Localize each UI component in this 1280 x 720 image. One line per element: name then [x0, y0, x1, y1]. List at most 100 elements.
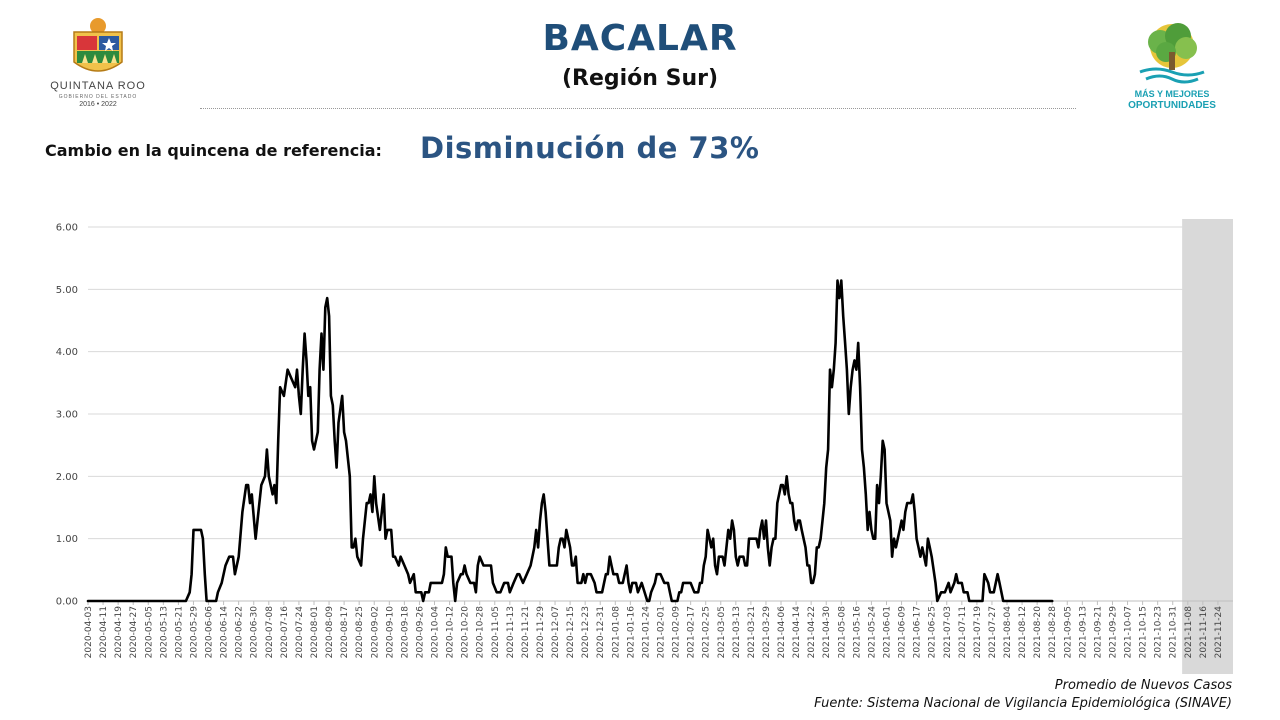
- state-years: 2016 • 2022: [79, 101, 117, 108]
- x-tick-label: 2020-11-05: [491, 606, 501, 658]
- x-tick-label: 2021-08-28: [1048, 606, 1058, 659]
- x-tick-label: 2021-08-20: [1033, 606, 1043, 659]
- y-tick-label: 0.00: [56, 597, 78, 608]
- quintana-roo-logo: QUINTANA ROO GOBIERNO DEL ESTADO 2016 • …: [40, 18, 156, 114]
- x-tick-label: 2020-08-17: [340, 606, 350, 658]
- x-tick-label: 2021-11-08: [1184, 606, 1194, 659]
- state-sub: GOBIERNO DEL ESTADO: [58, 94, 138, 100]
- x-tick-label: 2020-06-14: [220, 606, 230, 659]
- x-tick-label: 2021-07-03: [943, 606, 953, 658]
- y-tick-label: 4.00: [56, 347, 78, 358]
- y-tick-label: 2.00: [56, 472, 78, 483]
- x-tick-label: 2021-03-13: [732, 606, 742, 658]
- x-tick-label: 2021-03-21: [747, 606, 757, 658]
- x-tick-label: 2020-10-04: [431, 606, 441, 659]
- x-tick-label: 2021-02-25: [702, 606, 712, 658]
- x-tick-label: 2020-05-05: [144, 606, 154, 658]
- x-tick-label: 2020-11-21: [521, 606, 531, 658]
- x-tick-label: 2021-05-24: [867, 606, 877, 659]
- slogan-line1: MÁS Y MEJORES: [1134, 89, 1210, 99]
- x-tick-label: 2020-08-09: [325, 606, 335, 659]
- x-tick-label: 2021-02-17: [687, 606, 697, 658]
- oportunidades-logo: MÁS Y MEJORES OPORTUNIDADES: [1120, 22, 1230, 116]
- x-tick-label: 2020-07-16: [280, 606, 290, 659]
- x-tick-label: 2021-10-07: [1124, 606, 1134, 658]
- x-tick-label: 2021-10-31: [1169, 606, 1179, 658]
- x-tick-label: 2020-04-19: [114, 606, 124, 659]
- x-tick-label: 2020-10-12: [446, 606, 456, 658]
- shaded-recent-period: [1182, 219, 1233, 674]
- x-tick-label: 2020-04-11: [99, 606, 109, 658]
- x-tick-label: 2021-09-21: [1093, 606, 1103, 658]
- x-tick-label: 2021-08-12: [1018, 606, 1028, 658]
- series-line-nuevos-casos: [86, 279, 1054, 603]
- x-tick-label: 2020-08-01: [310, 606, 320, 658]
- coat-of-arms-icon: [73, 18, 123, 72]
- x-tick-label: 2021-04-30: [822, 606, 832, 659]
- series-caption: Promedio de Nuevos Casos: [1054, 678, 1232, 693]
- x-tick-label: 2021-08-04: [1003, 606, 1013, 659]
- x-tick-label: 2021-05-16: [852, 606, 862, 659]
- x-tick-label: 2021-03-29: [762, 606, 772, 659]
- x-tick-label: 2021-07-27: [988, 606, 998, 658]
- x-tick-label: 2021-06-25: [928, 606, 938, 658]
- x-tick-label: 2021-11-16: [1199, 606, 1209, 659]
- slogan-line2: OPORTUNIDADES: [1128, 100, 1216, 111]
- x-tick-label: 2020-05-13: [159, 606, 169, 658]
- x-tick-label: 2020-10-20: [461, 606, 471, 659]
- x-tick-label: 2020-10-28: [476, 606, 486, 659]
- tree-icon: [1139, 23, 1205, 84]
- x-tick-label: 2021-01-24: [641, 606, 651, 659]
- x-tick-label: 2021-10-23: [1154, 606, 1164, 658]
- x-tick-label: 2020-11-13: [506, 606, 516, 658]
- x-tick-label: 2020-07-24: [295, 606, 305, 659]
- y-tick-label: 5.00: [56, 285, 78, 296]
- x-tick-label: 2021-02-09: [672, 606, 682, 659]
- x-tick-label: 2021-07-19: [973, 606, 983, 659]
- x-tick-label: 2020-04-03: [84, 606, 94, 658]
- x-tick-label: 2020-12-07: [551, 606, 561, 658]
- x-tick-label: 2021-01-08: [611, 606, 621, 659]
- page-title: BACALAR: [542, 18, 738, 59]
- x-tick-label: 2020-12-23: [581, 606, 591, 658]
- change-value: Disminución de 73%: [420, 131, 760, 165]
- header-divider: [200, 108, 1076, 109]
- y-tick-label: 3.00: [56, 410, 78, 421]
- x-tick-label: 2020-09-10: [385, 606, 395, 659]
- x-tick-label: 2021-01-16: [626, 606, 636, 659]
- x-tick-label: 2021-10-15: [1139, 606, 1149, 658]
- x-tick-label: 2020-04-27: [129, 606, 139, 658]
- x-tick-label: 2020-09-18: [400, 606, 410, 659]
- x-tick-label: 2021-02-01: [657, 606, 667, 658]
- x-tick-label: 2020-12-15: [566, 606, 576, 658]
- x-tick-label: 2020-06-30: [250, 606, 260, 659]
- change-label: Cambio en la quincena de referencia:: [45, 141, 382, 160]
- state-name: QUINTANA ROO: [50, 80, 146, 92]
- x-tick-label: 2020-07-08: [265, 606, 275, 659]
- x-tick-label: 2021-06-01: [882, 606, 892, 658]
- x-tick-label: 2021-04-06: [777, 606, 787, 659]
- x-tick-label: 2020-11-29: [536, 606, 546, 659]
- x-tick-label: 2020-06-22: [235, 606, 245, 658]
- y-tick-label: 6.00: [56, 223, 78, 234]
- x-tick-label: 2020-05-29: [189, 606, 199, 659]
- x-tick-label: 2021-09-05: [1063, 606, 1073, 658]
- x-tick-label: 2021-05-08: [837, 606, 847, 659]
- page-subtitle: (Región Sur): [561, 66, 719, 91]
- x-tick-label: 2021-07-11: [958, 606, 968, 658]
- x-tick-label: 2020-05-21: [174, 606, 184, 658]
- y-tick-label: 1.00: [56, 534, 78, 545]
- x-tick-label: 2020-12-31: [596, 606, 606, 658]
- x-tick-label: 2020-09-26: [415, 606, 425, 659]
- x-tick-label: 2020-08-25: [355, 606, 365, 658]
- x-tick-label: 2020-06-06: [205, 606, 215, 659]
- x-tick-label: 2021-06-09: [898, 606, 908, 659]
- x-tick-label: 2021-11-24: [1214, 606, 1224, 659]
- x-tick-label: 2021-09-29: [1108, 606, 1118, 659]
- cases-line-chart: 0.00 1.00 2.00 3.00 4.00 5.00 6.00 2020-04-03 20…: [56, 219, 1233, 674]
- x-tick-label: 2021-09-13: [1078, 606, 1088, 658]
- x-tick-label: 2020-09-02: [370, 606, 380, 658]
- x-tick-label: 2021-04-22: [807, 606, 817, 658]
- x-tick-label: 2021-03-05: [717, 606, 727, 658]
- source-caption: Fuente: Sistema Nacional de Vigilancia E…: [814, 696, 1232, 711]
